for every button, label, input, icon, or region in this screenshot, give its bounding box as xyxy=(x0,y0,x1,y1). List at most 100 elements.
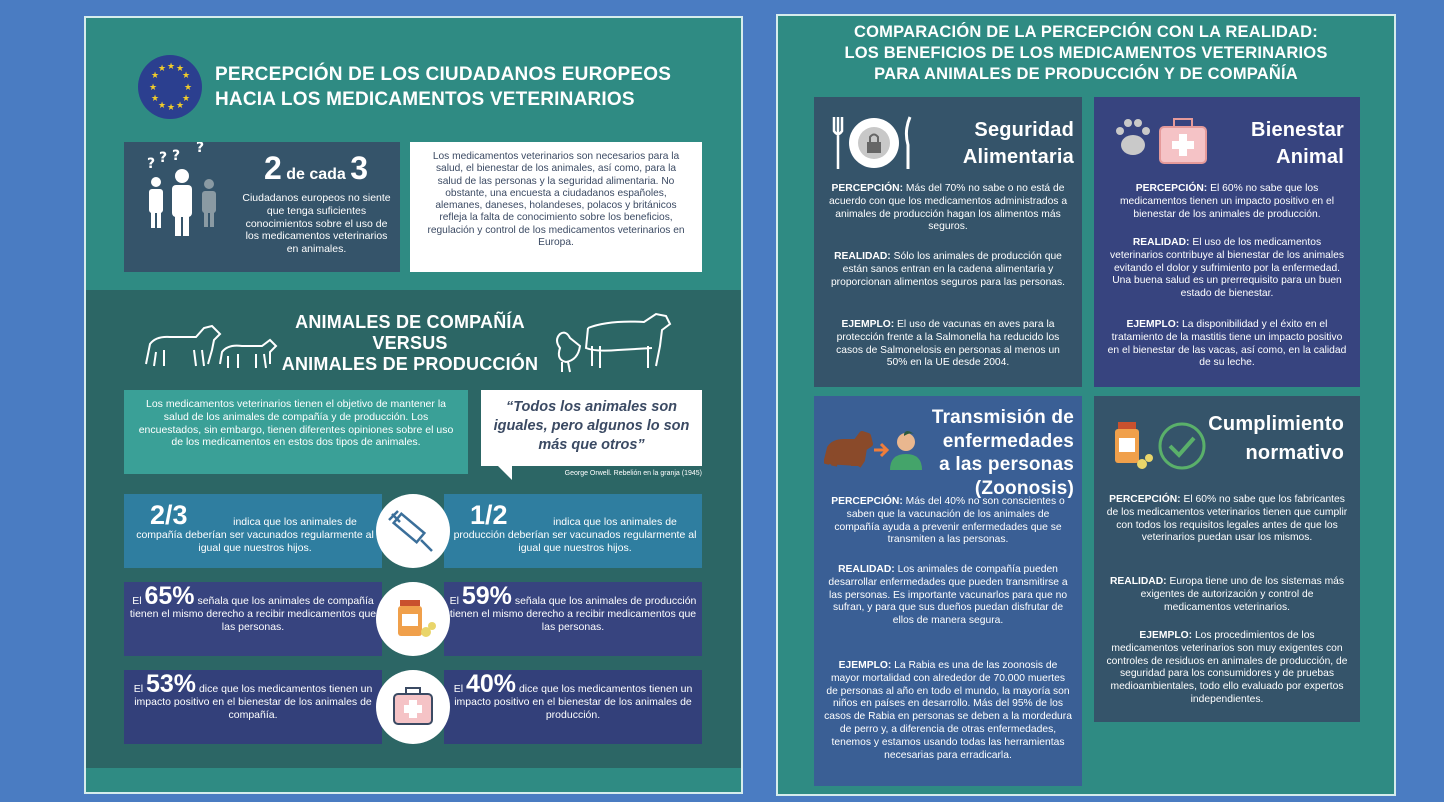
stat-card-4: El 59% señala que los animales de produc… xyxy=(444,582,702,656)
card-cumplimiento-normativo: Cumplimiento normativo PERCEPCIÓN: El 60… xyxy=(1094,396,1360,722)
svg-text:?: ? xyxy=(147,156,155,172)
ejemplo-text: La disponibilidad y el éxito en el trata… xyxy=(1107,319,1347,369)
stat-text: indica que los animales de producción de… xyxy=(453,516,697,554)
right-title-line2: LOS BENEFICIOS DE LOS MEDICAMENTOS VETER… xyxy=(844,44,1328,62)
svg-text:★: ★ xyxy=(151,71,159,81)
percepcion-label: PERCEPCIÓN: xyxy=(1135,183,1208,194)
stat-value: 53% xyxy=(145,670,197,698)
card-title: Bienestar Animal xyxy=(1204,117,1344,171)
stat-prefix: El xyxy=(133,683,144,695)
stat-value: 40% xyxy=(465,670,517,698)
stat-mid-text: de cada xyxy=(286,166,346,183)
card-title: Cumplimiento normativo xyxy=(1192,410,1344,468)
stat-text-group: El 65% señala que los animales de compañ… xyxy=(128,584,378,634)
realidad-label: REALIDAD: xyxy=(834,251,891,262)
card-title-line3: a las personas xyxy=(939,454,1074,475)
stat-text: señala que los animales de producción ti… xyxy=(449,595,697,633)
stat-text: indica que los animales de compañía debe… xyxy=(136,516,374,554)
realidad-label: REALIDAD: xyxy=(838,564,895,575)
card-title-line1: Seguridad xyxy=(974,119,1074,141)
percepcion-text: Más del 40% no son conscientes o saben q… xyxy=(834,496,1065,546)
realidad-label: REALIDAD: xyxy=(1132,237,1190,248)
card-zoonosis: Transmisión de enfermedades a las person… xyxy=(814,396,1082,786)
svg-text:★: ★ xyxy=(167,103,175,113)
svg-text:★: ★ xyxy=(176,64,184,74)
stat-big-number-2: 3 xyxy=(350,150,369,186)
card-title-line2: enfermedades xyxy=(942,430,1074,452)
ejemplo-label: EJEMPLO: xyxy=(841,319,895,330)
svg-text:★: ★ xyxy=(176,101,184,111)
left-title-line1: PERCEPCIÓN DE LOS CIUDADANOS EUROPEOS xyxy=(215,64,672,85)
versus-text-box: Los medicamentos veterinarios tienen el … xyxy=(124,390,468,474)
percepcion-label: PERCEPCIÓN: xyxy=(831,496,903,507)
ejemplo-label: EJEMPLO: xyxy=(838,660,892,671)
svg-text:★: ★ xyxy=(182,94,190,104)
ejemplo-text: Los procedimientos de los medicamentos v… xyxy=(1106,630,1348,705)
stat-big-number: 2 xyxy=(263,150,282,186)
cow-icon xyxy=(548,306,678,376)
right-title-line1: COMPARACIÓN DE LA PERCEPCIÓN CON LA REAL… xyxy=(854,23,1318,41)
stat-text-group: El 40% dice que los medicamentos tienen … xyxy=(448,672,698,722)
card-realidad: REALIDAD: Europa tiene uno de los sistem… xyxy=(1106,576,1348,614)
fork-plate-knife-lock-icon xyxy=(830,113,920,173)
dog-to-person-icon xyxy=(824,426,924,474)
versus-line2: VERSUS xyxy=(372,333,448,353)
stat-value: 59% xyxy=(461,582,512,610)
stat-card-3: El 65% señala que los animales de compañ… xyxy=(124,582,382,656)
pills-check-icon xyxy=(1112,418,1212,474)
svg-text:?: ? xyxy=(172,148,180,164)
realidad-text: Los animales de compañía pueden desarrol… xyxy=(828,564,1068,627)
card-realidad: REALIDAD: Los animales de compañía puede… xyxy=(824,564,1072,628)
realidad-text: El uso de los medicamentos veterinarios … xyxy=(1109,237,1345,300)
svg-text:★: ★ xyxy=(167,62,175,72)
versus-line1: ANIMALES DE COMPAÑÍA xyxy=(295,312,525,332)
stat-card-1: 2/3 indica que los animales de compañía … xyxy=(124,494,382,568)
card-ejemplo: EJEMPLO: La disponibilidad y el éxito en… xyxy=(1106,319,1348,370)
card-seguridad-alimentaria: Seguridad Alimentaria PERCEPCIÓN: Más de… xyxy=(814,97,1082,387)
card-realidad: REALIDAD: Sólo los animales de producció… xyxy=(826,251,1070,289)
stat-card-2: 1/2 indica que los animales de producció… xyxy=(444,494,702,568)
versus-heading: ANIMALES DE COMPAÑÍA VERSUS ANIMALES DE … xyxy=(260,312,560,375)
first-aid-kit-icon xyxy=(376,670,450,744)
percepcion-label: PERCEPCIÓN: xyxy=(831,183,904,194)
card-title-line2: normativo xyxy=(1245,442,1344,464)
card-percepcion: PERCEPCIÓN: El 60% no sabe que los fabri… xyxy=(1106,494,1348,545)
card-title-line4: (Zoonosis) xyxy=(974,477,1074,499)
stat-value: 65% xyxy=(144,582,195,610)
pills-icon xyxy=(376,582,450,656)
stat-value: 2/3 xyxy=(150,500,188,530)
versus-line3: ANIMALES DE PRODUCCIÓN xyxy=(281,354,539,374)
quote-author: George Orwell. Rebelión en la granja (19… xyxy=(564,470,702,477)
stat-card-5: El 53% dice que los medicamentos tienen … xyxy=(124,670,382,744)
svg-text:★: ★ xyxy=(184,83,192,93)
paw-first-aid-icon xyxy=(1112,113,1212,169)
stat-2-de-cada-3: 2 de cada 3 xyxy=(236,150,396,187)
stat-card-6: El 40% dice que los medicamentos tienen … xyxy=(444,670,702,744)
versus-text: Los medicamentos veterinarios tienen el … xyxy=(138,398,454,449)
dog-icon xyxy=(142,320,278,372)
svg-text:★: ★ xyxy=(158,101,166,111)
card-title: Seguridad Alimentaria xyxy=(924,117,1074,171)
percepcion-text: Más del 70% no sabe o no está de acuerdo… xyxy=(828,183,1068,233)
card-ejemplo: EJEMPLO: Los procedimientos de los medic… xyxy=(1106,630,1348,707)
left-title: PERCEPCIÓN DE LOS CIUDADANOS EUROPEOS HA… xyxy=(215,62,715,112)
realidad-text: Europa tiene uno de los sistemas más exi… xyxy=(1140,576,1345,613)
svg-text:★: ★ xyxy=(149,83,157,93)
card-percepcion: PERCEPCIÓN: Más del 70% no sabe o no est… xyxy=(826,183,1070,234)
svg-text:?: ? xyxy=(159,150,167,166)
realidad-label: REALIDAD: xyxy=(1109,576,1167,587)
card-percepcion: PERCEPCIÓN: Más del 40% no son conscient… xyxy=(824,496,1072,547)
stat-text: dice que los medicamentos tienen un impa… xyxy=(134,683,373,721)
stat-text: señala que los animales de compañía tien… xyxy=(129,595,377,633)
card-title-line1: Cumplimiento xyxy=(1208,413,1344,435)
ejemplo-label: EJEMPLO: xyxy=(1139,630,1193,641)
syringe-icon xyxy=(376,494,450,568)
card-title-line1: Bienestar xyxy=(1251,119,1344,141)
card-title-line2: Alimentaria xyxy=(962,146,1074,168)
card-title: Transmisión de enfermedades a las person… xyxy=(922,406,1074,500)
ejemplo-text: La Rabia es una de las zoonosis de mayor… xyxy=(824,660,1072,761)
card-bienestar-animal: Bienestar Animal PERCEPCIÓN: El 60% no s… xyxy=(1094,97,1360,387)
svg-text:★: ★ xyxy=(151,94,159,104)
svg-text:★: ★ xyxy=(182,71,190,81)
stat-text-group: El 53% dice que los medicamentos tienen … xyxy=(128,672,378,722)
